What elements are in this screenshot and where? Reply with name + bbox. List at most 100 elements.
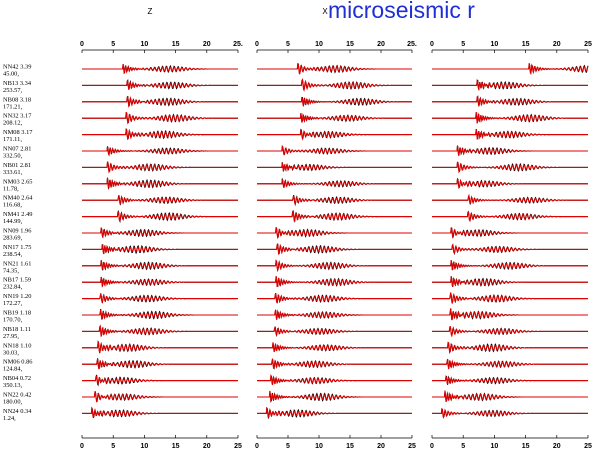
- tick-label-top: 0: [255, 41, 259, 48]
- panel-1: 0 0 5 5 10 10 15 15 20 20 25. 25 Z: [80, 7, 243, 449]
- station-name-dist: NN19 1.20: [3, 293, 31, 300]
- station-azimuth: 208.12,: [3, 120, 23, 127]
- synthetic-trace: [82, 111, 238, 125]
- synthetic-trace: [82, 228, 238, 239]
- tick-label-top: 10: [315, 41, 323, 48]
- tick-label-bottom: 20: [377, 443, 385, 449]
- synthetic-trace: [432, 193, 588, 205]
- synthetic-trace: [257, 63, 412, 75]
- synthetic-trace: [82, 276, 238, 288]
- station-name-dist: NN32 3.17: [3, 113, 32, 120]
- synthetic-trace: [257, 97, 412, 107]
- synthetic-trace: [432, 260, 588, 271]
- station-name-dist: NN07 2.81: [3, 146, 31, 153]
- synthetic-trace: [82, 391, 238, 403]
- synthetic-trace: [432, 111, 588, 124]
- tick-label-bottom: 10: [315, 443, 323, 449]
- synthetic-trace: [257, 162, 412, 172]
- synthetic-trace: [432, 128, 588, 140]
- tick-label-top: 10: [141, 41, 149, 48]
- station-azimuth: 350.13,: [3, 382, 23, 389]
- waveform-panels: 0 0 5 5 10 10 15 15 20 20 25. 25 Z 0 0 5 5 10 10 15 15 20 20 25…: [80, 7, 592, 449]
- synthetic-trace: [257, 209, 412, 222]
- station-azimuth: 172.27,: [3, 300, 23, 307]
- tick-label-top: 15: [346, 41, 354, 48]
- synthetic-trace: [257, 293, 412, 304]
- tick-label-top: 25.: [407, 41, 417, 48]
- station-name-dist: NN09 1.96: [3, 228, 31, 235]
- synthetic-trace: [432, 63, 589, 76]
- synthetic-trace: [257, 326, 412, 337]
- station-name-dist: NM41 2.49: [3, 211, 32, 218]
- station-name-dist: NM08 3.17: [3, 129, 33, 136]
- station-azimuth: 238.54,: [3, 251, 23, 258]
- station-azimuth: 45.00,: [3, 71, 19, 78]
- synthetic-trace: [82, 324, 238, 337]
- tick-label-top: 5: [111, 41, 115, 48]
- tick-label-top: 20: [377, 41, 385, 48]
- observed-trace: [432, 112, 588, 123]
- observed-trace: [82, 64, 238, 74]
- station-azimuth: 170.70,: [3, 317, 23, 324]
- synthetic-trace: [257, 391, 412, 402]
- synthetic-trace: [82, 177, 238, 189]
- observed-trace: [432, 145, 588, 156]
- station-name-dist: NN17 1.75: [3, 244, 31, 251]
- tick-label-bottom: 5: [286, 443, 290, 449]
- station-name-dist: NM06 0.86: [3, 359, 32, 366]
- synthetic-trace: [82, 260, 238, 270]
- synthetic-trace: [82, 64, 238, 75]
- synthetic-trace: [82, 358, 238, 370]
- station-name-dist: NM03 2.65: [3, 178, 32, 185]
- station-azimuth: 180.00,: [3, 399, 23, 406]
- synthetic-trace: [82, 407, 238, 418]
- component-label: X: [322, 7, 328, 16]
- synthetic-trace: [82, 309, 238, 320]
- synthetic-trace: [432, 390, 588, 402]
- synthetic-trace: [82, 244, 238, 255]
- station-name-dist: NN21 1.61: [3, 260, 31, 267]
- tick-label-bottom: 20: [203, 443, 211, 449]
- tick-label-bottom: 15: [172, 443, 180, 449]
- synthetic-trace: [82, 80, 238, 90]
- station-azimuth: 11.78,: [3, 185, 19, 192]
- tick-label-top: 5: [461, 41, 465, 48]
- synthetic-trace: [257, 178, 412, 188]
- synthetic-trace: [82, 128, 238, 140]
- tick-label-bottom: 5: [461, 443, 465, 449]
- figure-title: microseismic r: [328, 0, 475, 23]
- synthetic-trace: [257, 373, 412, 385]
- synthetic-trace: [257, 407, 412, 418]
- tick-label-top: 15: [172, 41, 180, 48]
- station-name-dist: NB17 1.59: [3, 277, 31, 284]
- synthetic-trace: [432, 178, 588, 189]
- station-azimuth: 332.50,: [3, 153, 23, 160]
- tick-label-bottom: 15: [346, 443, 354, 449]
- station-azimuth: 124.84,: [3, 366, 23, 373]
- station-azimuth: 144.99,: [3, 218, 23, 225]
- synthetic-trace: [257, 195, 412, 206]
- synthetic-trace: [82, 195, 238, 205]
- observed-trace: [257, 113, 412, 123]
- synthetic-trace: [432, 408, 588, 420]
- tick-label-bottom: 25: [408, 443, 416, 449]
- synthetic-trace: [432, 161, 588, 174]
- synthetic-trace: [257, 227, 412, 240]
- station-azimuth: 253.57,: [3, 87, 23, 94]
- tick-label-bottom: 25: [584, 443, 592, 449]
- synthetic-trace: [432, 308, 588, 321]
- tick-label-top: 0: [430, 41, 434, 48]
- tick-label-bottom: 10: [141, 443, 149, 449]
- station-azimuth: 30.03,: [3, 349, 19, 356]
- station-name-dist: NN22 0.42: [3, 392, 31, 399]
- tick-label-bottom: 10: [491, 443, 499, 449]
- synthetic-trace: [82, 375, 238, 386]
- tick-label-top: 15: [522, 41, 530, 48]
- synthetic-trace: [257, 112, 412, 123]
- observed-trace: [257, 162, 412, 173]
- station-azimuth: 116.68,: [3, 202, 22, 209]
- tick-label-bottom: 0: [430, 443, 434, 449]
- panel-3: 0 0 5 5 10 10 15 15 20 20 25 25: [430, 41, 592, 449]
- synthetic-trace: [257, 358, 412, 369]
